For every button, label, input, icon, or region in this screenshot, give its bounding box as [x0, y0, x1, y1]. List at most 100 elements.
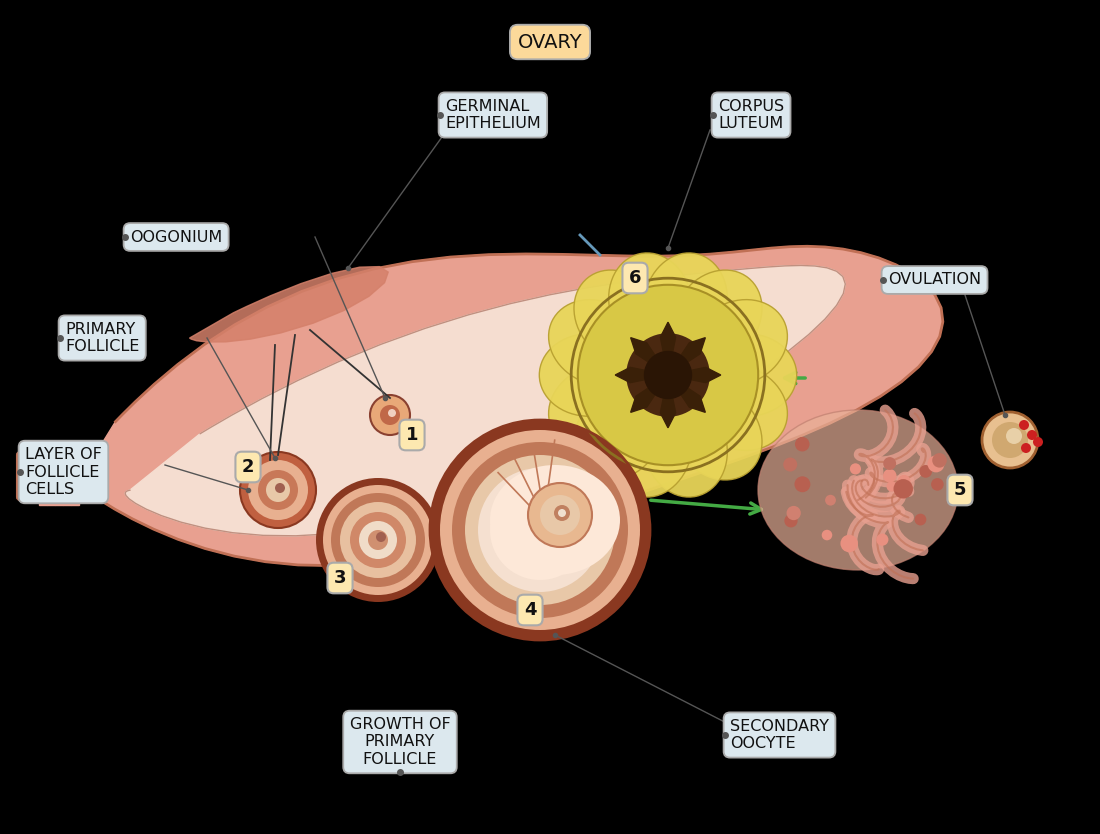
Ellipse shape — [490, 465, 620, 575]
Circle shape — [1021, 443, 1031, 453]
Circle shape — [898, 475, 911, 488]
Ellipse shape — [691, 364, 788, 450]
Circle shape — [490, 480, 590, 580]
Ellipse shape — [539, 334, 638, 416]
Circle shape — [1027, 430, 1037, 440]
Circle shape — [340, 502, 416, 578]
Circle shape — [554, 505, 570, 521]
Ellipse shape — [549, 364, 645, 450]
Text: CORPUS
LUTEUM: CORPUS LUTEUM — [718, 98, 784, 131]
Polygon shape — [189, 267, 388, 342]
Circle shape — [359, 521, 397, 559]
Circle shape — [932, 453, 947, 468]
Circle shape — [430, 420, 650, 640]
Circle shape — [258, 470, 298, 510]
Circle shape — [825, 495, 836, 505]
Polygon shape — [668, 375, 705, 412]
Circle shape — [370, 395, 410, 435]
Circle shape — [644, 351, 692, 399]
Text: LAYER OF
FOLLICLE
CELLS: LAYER OF FOLLICLE CELLS — [25, 447, 102, 497]
Polygon shape — [47, 450, 55, 505]
Polygon shape — [39, 450, 47, 505]
Circle shape — [440, 430, 640, 630]
Ellipse shape — [644, 253, 727, 351]
Circle shape — [275, 483, 285, 493]
Circle shape — [893, 479, 913, 499]
Text: 1: 1 — [406, 426, 418, 444]
Polygon shape — [125, 265, 845, 535]
Circle shape — [982, 412, 1038, 468]
Circle shape — [578, 284, 758, 465]
Ellipse shape — [758, 410, 958, 570]
FancyBboxPatch shape — [22, 458, 88, 494]
Polygon shape — [668, 338, 705, 375]
Circle shape — [1006, 428, 1022, 444]
Circle shape — [931, 478, 944, 490]
Circle shape — [883, 457, 896, 470]
Circle shape — [248, 460, 308, 520]
Text: SECONDARY
OOCYTE: SECONDARY OOCYTE — [730, 719, 829, 751]
FancyBboxPatch shape — [16, 452, 94, 500]
Ellipse shape — [673, 270, 762, 363]
Text: GROWTH OF
PRIMARY
FOLLICLE: GROWTH OF PRIMARY FOLLICLE — [350, 717, 450, 767]
Polygon shape — [630, 338, 668, 375]
Circle shape — [1033, 437, 1043, 447]
Circle shape — [920, 465, 932, 478]
Polygon shape — [55, 450, 63, 505]
Circle shape — [794, 476, 811, 492]
Polygon shape — [630, 375, 668, 412]
Circle shape — [465, 455, 615, 605]
Circle shape — [316, 478, 440, 602]
Ellipse shape — [549, 299, 645, 385]
Circle shape — [540, 495, 580, 535]
Circle shape — [626, 334, 710, 417]
Circle shape — [784, 514, 798, 527]
Ellipse shape — [574, 387, 663, 480]
Text: PRIMARY
FOLLICLE: PRIMARY FOLLICLE — [65, 322, 140, 354]
Circle shape — [558, 509, 566, 517]
Text: OVULATION: OVULATION — [888, 273, 981, 288]
Text: 3: 3 — [333, 569, 346, 587]
Polygon shape — [615, 367, 668, 383]
Circle shape — [822, 530, 833, 540]
Polygon shape — [77, 246, 943, 565]
Ellipse shape — [608, 399, 692, 497]
Text: 2: 2 — [242, 458, 254, 476]
Text: 5: 5 — [954, 481, 966, 499]
Text: GERMINAL
EPITHELIUM: GERMINAL EPITHELIUM — [446, 98, 541, 131]
Ellipse shape — [644, 399, 727, 497]
Circle shape — [376, 532, 386, 542]
Polygon shape — [668, 367, 720, 383]
Circle shape — [331, 493, 425, 587]
Circle shape — [887, 481, 896, 492]
Circle shape — [368, 530, 388, 550]
Polygon shape — [63, 450, 72, 505]
Circle shape — [478, 468, 602, 592]
Circle shape — [877, 534, 889, 545]
Circle shape — [452, 442, 628, 618]
Circle shape — [240, 452, 316, 528]
Circle shape — [883, 469, 896, 483]
Ellipse shape — [691, 299, 788, 385]
Polygon shape — [660, 322, 675, 375]
Circle shape — [850, 464, 861, 475]
Text: OOGONIUM: OOGONIUM — [130, 229, 222, 244]
Circle shape — [1019, 420, 1028, 430]
Circle shape — [795, 437, 810, 451]
Circle shape — [266, 478, 290, 502]
Circle shape — [388, 409, 396, 417]
Circle shape — [840, 535, 858, 552]
Polygon shape — [660, 375, 675, 428]
Ellipse shape — [697, 334, 796, 416]
Text: 4: 4 — [524, 601, 537, 619]
Circle shape — [783, 458, 798, 471]
Ellipse shape — [673, 387, 762, 480]
Circle shape — [786, 506, 801, 520]
Polygon shape — [72, 450, 79, 505]
Circle shape — [528, 483, 592, 547]
Circle shape — [350, 512, 406, 568]
Circle shape — [927, 455, 945, 472]
Circle shape — [914, 514, 926, 525]
Ellipse shape — [574, 270, 663, 363]
Text: OVARY: OVARY — [518, 33, 582, 52]
